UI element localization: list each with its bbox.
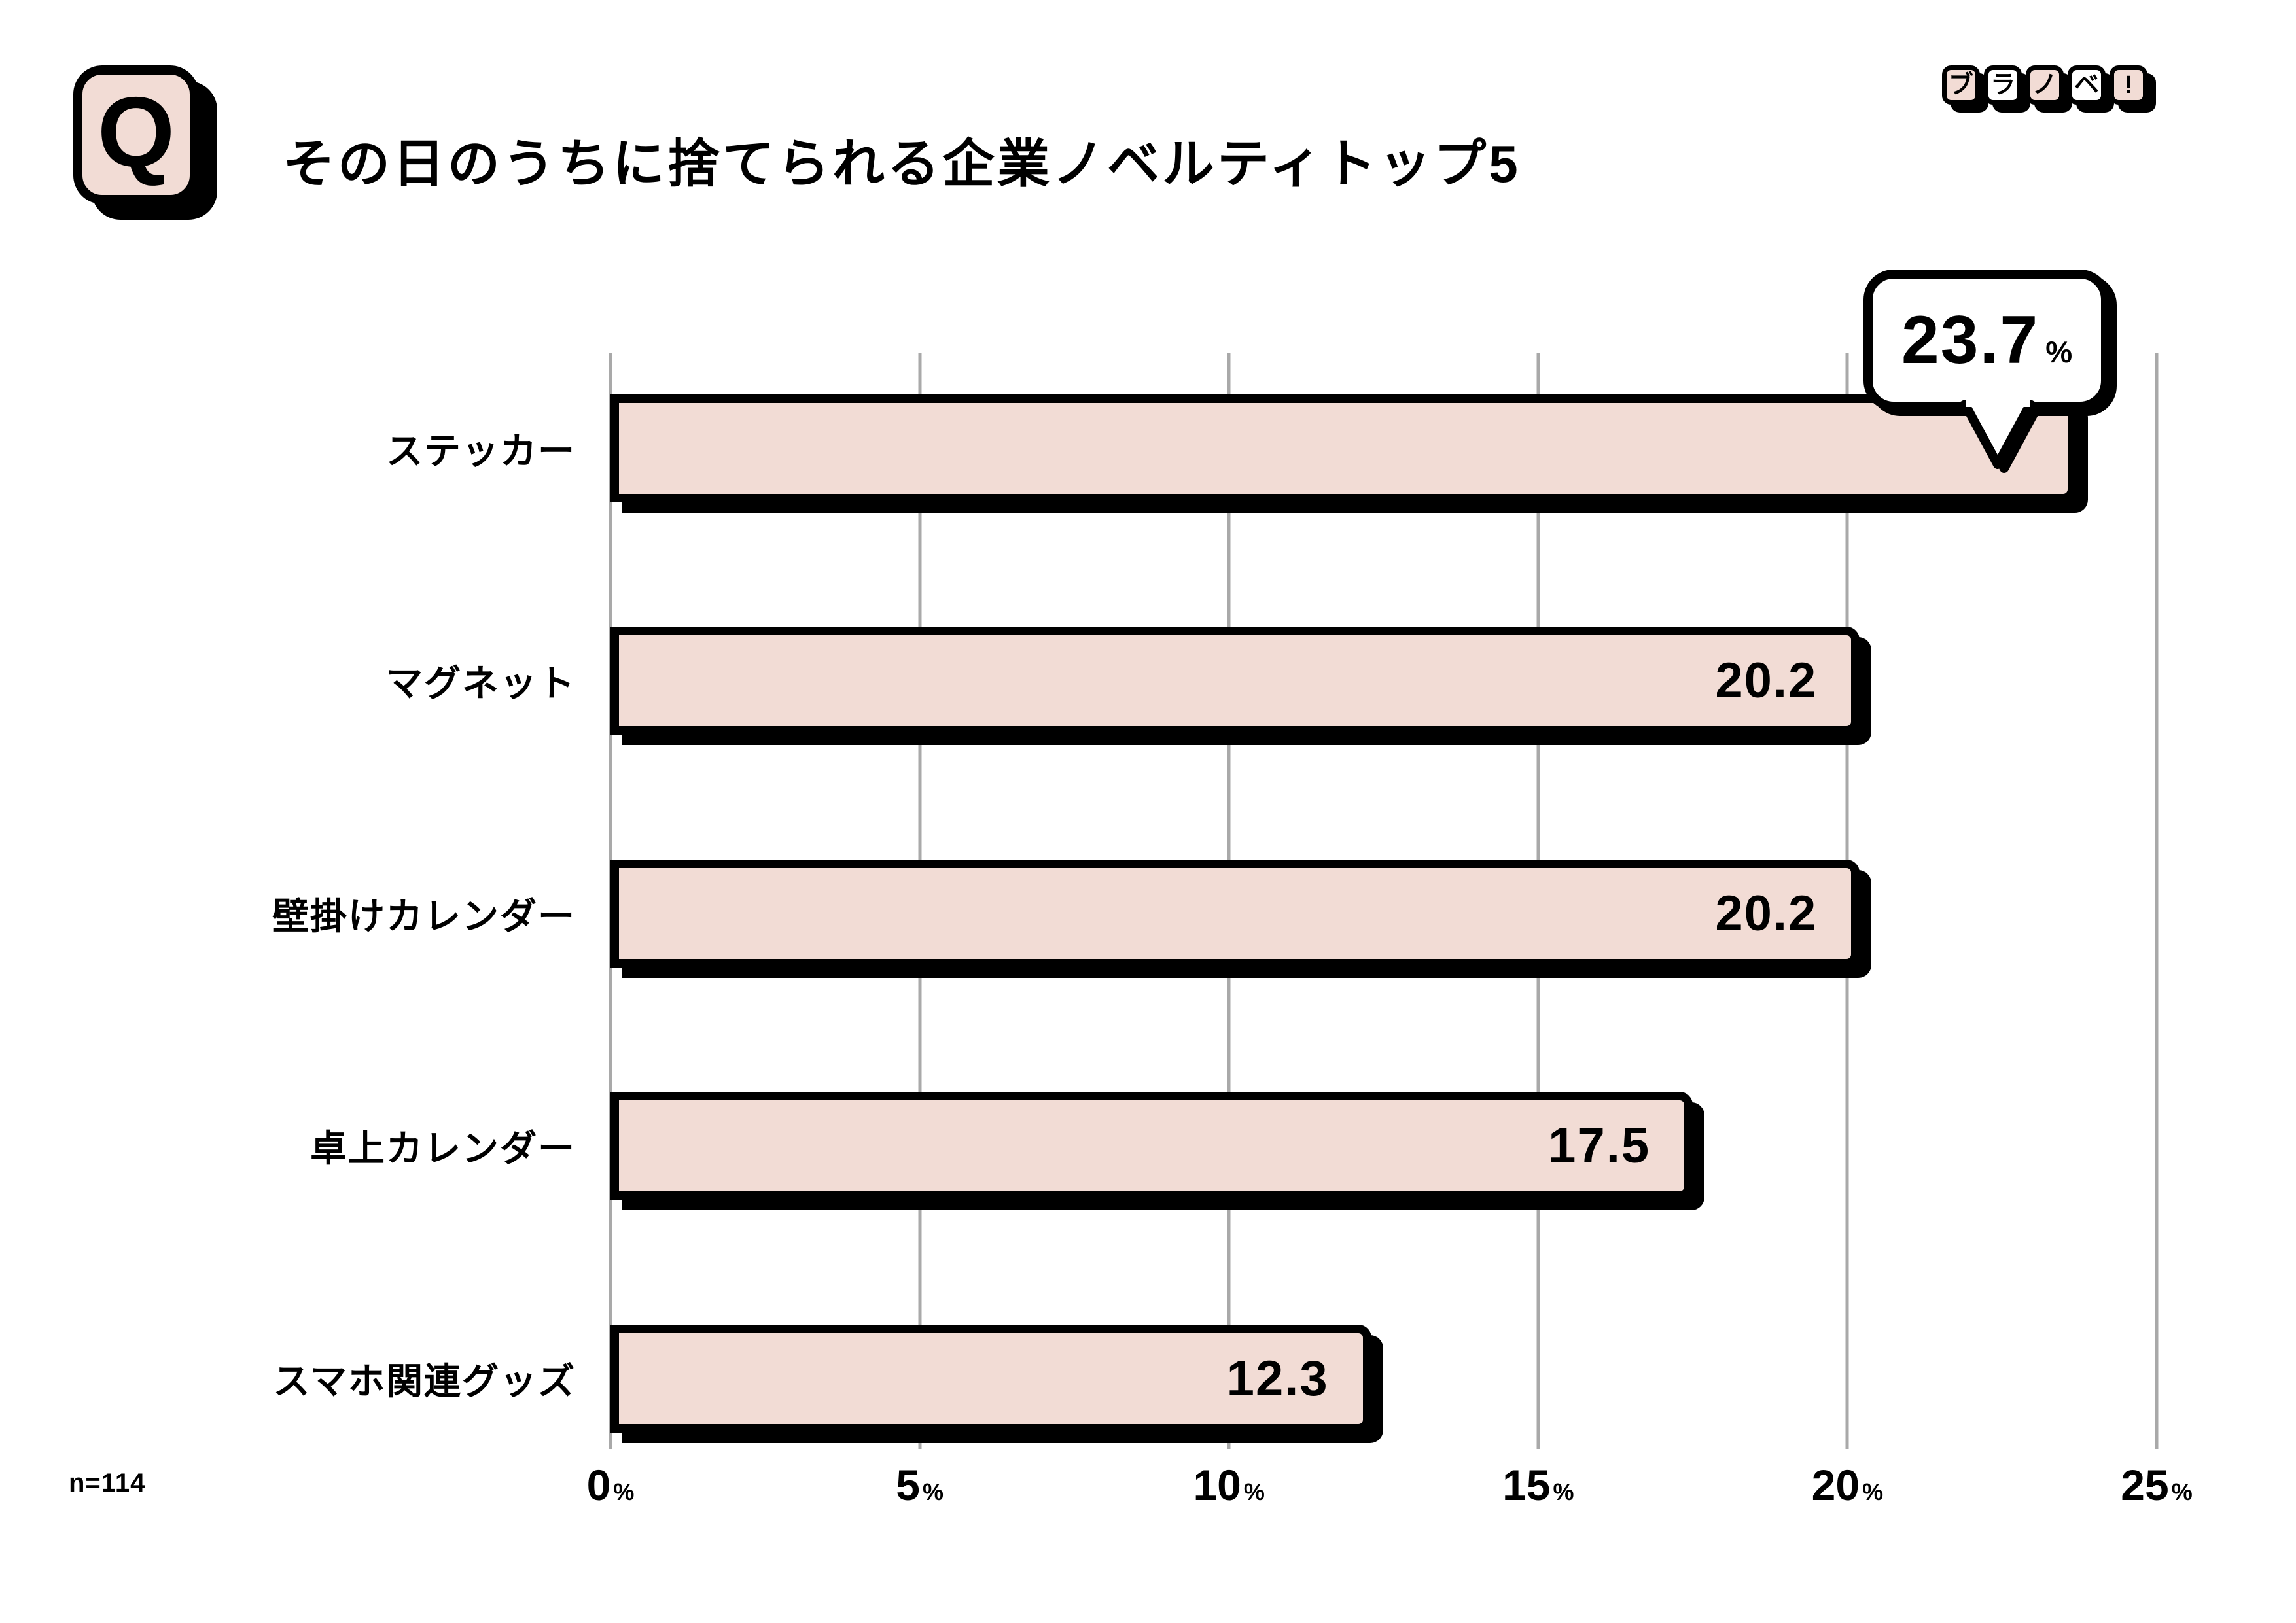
- x-axis-tick: 25%: [2121, 1460, 2192, 1510]
- tick-number: 15: [1502, 1461, 1551, 1509]
- gridline: [2155, 353, 2159, 1449]
- tick-percent-sign: %: [2171, 1478, 2193, 1505]
- x-axis-tick: 5%: [896, 1460, 944, 1510]
- bar-magnet: 20.2: [610, 627, 1860, 735]
- question-badge-letter: Q: [97, 77, 175, 188]
- tick-percent-sign: %: [613, 1478, 635, 1505]
- callout-bubble: 23.7 %: [1863, 270, 2110, 411]
- bar-sticker: [610, 394, 2077, 502]
- x-axis-tick: 15%: [1502, 1460, 1574, 1510]
- bar-value-label: 20.2: [1715, 885, 1818, 941]
- category-row: マグネット: [0, 627, 576, 735]
- logo-tile-char: ラ: [1990, 71, 2015, 99]
- callout-tail: [1958, 400, 2040, 473]
- callout-value: 23.7: [1901, 302, 2040, 378]
- logo-tile: ラ: [1984, 65, 2022, 105]
- category-label-smartphone-goods: スマホ関連グッズ: [273, 1361, 576, 1402]
- tick-percent-sign: %: [1862, 1478, 1884, 1505]
- bar-value-label: 17.5: [1548, 1117, 1651, 1174]
- x-axis-tick: 10%: [1193, 1460, 1264, 1510]
- tick-number: 0: [586, 1461, 611, 1509]
- logo-tile: ノ: [2026, 65, 2064, 105]
- logo-tile-char: ブ: [1948, 71, 1973, 99]
- bar-smartphone-goods: 12.3: [610, 1325, 1371, 1433]
- category-row: ステッカー: [0, 394, 576, 502]
- logo-tile-char: !: [2124, 71, 2133, 99]
- sample-size-note: n=114: [69, 1469, 146, 1497]
- brand-logo: ブ ラ ノ ベ !: [1942, 65, 2147, 105]
- tick-number: 10: [1193, 1461, 1241, 1509]
- x-axis-tick: 0%: [587, 1460, 635, 1510]
- x-axis-tick: 20%: [1812, 1460, 1883, 1510]
- logo-tile: !: [2110, 65, 2147, 105]
- tick-number: 5: [896, 1461, 920, 1509]
- logo-tile: ブ: [1942, 65, 1980, 105]
- logo-tile-char: ノ: [2032, 71, 2057, 99]
- category-row: スマホ関連グッズ: [0, 1325, 576, 1433]
- category-label-magnet: マグネット: [386, 663, 576, 704]
- bar-wall-calendar: 20.2: [610, 860, 1860, 968]
- tick-number: 20: [1811, 1461, 1860, 1509]
- category-row: 壁掛けカレンダー: [0, 860, 576, 968]
- category-label-desk-calendar: 卓上カレンダー: [310, 1128, 576, 1169]
- tick-percent-sign: %: [922, 1478, 944, 1505]
- plot-area: 20.2 20.2 17.5 12.3 0% 5% 10% 15% 20% 25…: [587, 353, 2193, 1509]
- question-badge: Q: [73, 65, 199, 204]
- category-label-sticker: ステッカー: [386, 430, 576, 472]
- tick-number: 25: [2121, 1461, 2169, 1509]
- tick-percent-sign: %: [1553, 1478, 1574, 1505]
- bar-value-label: 20.2: [1715, 652, 1818, 708]
- logo-tile: ベ: [2068, 65, 2106, 105]
- bar-desk-calendar: 17.5: [610, 1092, 1693, 1200]
- bar-value-label: 12.3: [1226, 1350, 1329, 1406]
- category-row: 卓上カレンダー: [0, 1092, 576, 1200]
- logo-tile-char: ベ: [2074, 71, 2099, 99]
- page-title: その日のうちに捨てられる企業ノベルティトップ5: [283, 135, 1521, 193]
- category-label-wall-calendar: 壁掛けカレンダー: [272, 896, 576, 937]
- tick-percent-sign: %: [1243, 1478, 1265, 1505]
- callout-percent-sign: %: [2045, 335, 2073, 369]
